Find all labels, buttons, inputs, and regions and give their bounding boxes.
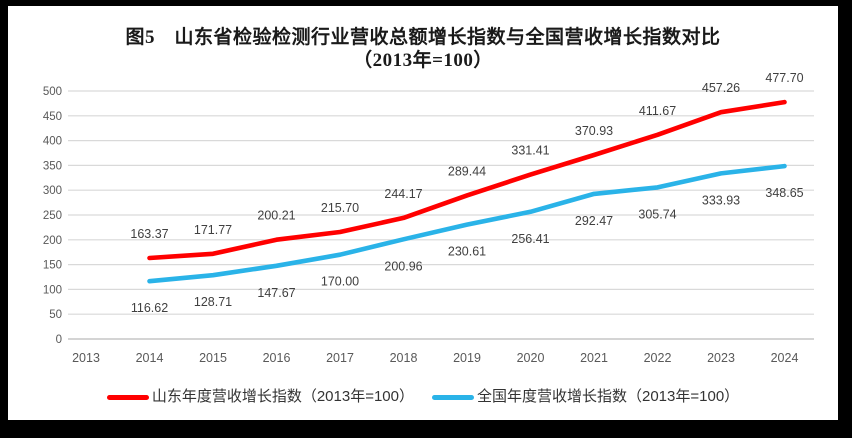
y-axis-tick-label: 450 (43, 111, 62, 123)
data-label: 244.17 (384, 187, 422, 201)
x-axis-tick-label: 2015 (199, 351, 227, 365)
data-label: 215.70 (321, 201, 359, 215)
y-axis-tick-label: 400 (43, 136, 62, 148)
data-label: 292.47 (575, 214, 613, 228)
legend-label-national: 全国年度营收增长指数（2013年=100） (477, 388, 740, 405)
data-label: 333.93 (702, 193, 740, 207)
data-label: 370.93 (575, 124, 613, 138)
data-label: 477.70 (765, 71, 803, 85)
legend-item-national: 全国年度营收增长指数（2013年=100） (432, 388, 739, 406)
x-axis-tick-label: 2014 (136, 351, 164, 365)
data-label: 163.37 (130, 227, 168, 241)
data-label: 348.65 (765, 186, 803, 200)
chart-title: 图5 山东省检验检测行业营收总额增长指数与全国营收增长指数对比 （2013年=1… (8, 26, 838, 72)
line-chart-plot-area: 0 50 100 150 200 250 300 350 400 450 500 2013 2014 20… (43, 71, 814, 365)
data-label: 200.96 (384, 259, 422, 273)
chart-legend: 山东年度营收增长指数（2013年=100） 全国年度营收增长指数（2013年=1… (8, 388, 838, 406)
data-label: 128.71 (194, 295, 232, 309)
x-axis-tick-label: 2019 (453, 351, 481, 365)
data-label: 256.41 (511, 232, 549, 246)
data-label: 331.41 (511, 144, 549, 158)
data-label: 457.26 (702, 81, 740, 95)
y-axis-tick-label: 150 (43, 260, 62, 272)
y-axis-tick-label: 500 (43, 86, 62, 98)
x-axis-tick-label: 2024 (771, 351, 799, 365)
legend-item-shandong: 山东年度营收增长指数（2013年=100） (106, 388, 414, 406)
x-axis-tick-label: 2020 (517, 351, 545, 365)
y-axis-tick-label: 350 (43, 160, 62, 172)
x-axis-tick-label: 2016 (263, 351, 291, 365)
legend-swatch-national-blue-line (432, 394, 474, 400)
y-axis-tick-label: 250 (43, 210, 62, 222)
y-axis-tick-label: 0 (56, 334, 62, 346)
series-line-national (147, 163, 787, 284)
legend-label-shandong: 山东年度营收增长指数（2013年=100） (151, 388, 414, 405)
data-label: 289.44 (448, 164, 486, 178)
y-axis-tick-label: 300 (43, 185, 62, 197)
y-axis-tick-label: 100 (43, 284, 62, 296)
x-axis-tick-label: 2013 (72, 351, 100, 365)
y-axis-tick-label: 200 (43, 235, 62, 247)
chart-title-line1: 图5 山东省检验检测行业营收总额增长指数与全国营收增长指数对比 (125, 27, 721, 48)
data-label: 116.62 (131, 301, 168, 315)
data-label: 170.00 (321, 275, 359, 289)
series-line-shandong (147, 99, 787, 261)
chart-panel: 图5 山东省检验检测行业营收总额增长指数与全国营收增长指数对比 （2013年=1… (8, 6, 838, 420)
x-axis-tick-label: 2017 (326, 351, 354, 365)
x-axis-tick-label: 2021 (580, 351, 608, 365)
x-axis-tick-label: 2023 (707, 351, 735, 365)
data-label: 305.74 (638, 207, 676, 221)
data-label: 147.67 (257, 286, 295, 300)
data-label: 230.61 (448, 245, 486, 259)
legend-swatch-shandong-red-line (106, 394, 149, 400)
data-label: 200.21 (257, 209, 295, 223)
data-label: 411.67 (639, 104, 676, 118)
x-axis-tick-label: 2018 (390, 351, 418, 365)
chart-title-line2: （2013年=100） (353, 50, 493, 71)
data-label: 171.77 (194, 223, 232, 237)
y-axis-tick-label: 50 (49, 309, 62, 321)
x-axis-tick-label: 2022 (644, 351, 672, 365)
